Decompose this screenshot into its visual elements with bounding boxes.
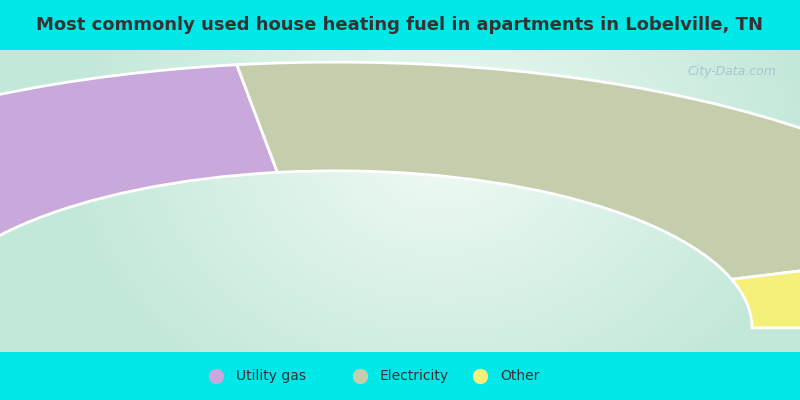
Wedge shape bbox=[237, 62, 800, 279]
Text: Utility gas: Utility gas bbox=[236, 369, 306, 383]
Wedge shape bbox=[732, 246, 800, 328]
Text: City-Data.com: City-Data.com bbox=[687, 65, 776, 78]
Text: Electricity: Electricity bbox=[380, 369, 449, 383]
Wedge shape bbox=[0, 65, 278, 328]
Text: Most commonly used house heating fuel in apartments in Lobelville, TN: Most commonly used house heating fuel in… bbox=[37, 16, 763, 34]
Text: Other: Other bbox=[500, 369, 539, 383]
